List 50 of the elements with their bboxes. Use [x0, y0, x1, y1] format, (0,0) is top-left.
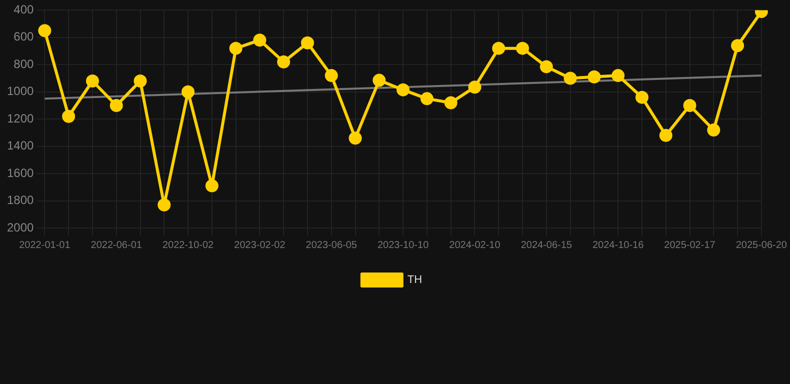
point: [205, 179, 218, 192]
point: [516, 42, 530, 55]
x-tick-label: 2024-06-15: [520, 240, 572, 251]
point: [540, 60, 553, 74]
x-tick-label: 2022-06-01: [90, 240, 142, 251]
y-tick-label: 1200: [6, 111, 34, 126]
x-tick-label: 2023-10-10: [377, 240, 430, 251]
y-tick-label: 1800: [6, 193, 34, 208]
point: [134, 74, 147, 88]
point: [300, 36, 314, 50]
point: [277, 55, 290, 68]
point: [588, 70, 601, 84]
point: [372, 74, 386, 87]
point: [707, 123, 720, 136]
point: [110, 98, 123, 112]
x-tick-label: 2024-10-16: [592, 240, 644, 251]
x-tick-label: 2025-06-20: [736, 240, 788, 251]
y-tick-label: 400: [14, 2, 34, 17]
legend-label: TH: [407, 274, 422, 286]
y-tick-label: 800: [14, 56, 34, 71]
point: [492, 42, 506, 55]
point: [182, 85, 195, 98]
point: [612, 69, 625, 82]
point: [444, 96, 458, 110]
point: [86, 74, 99, 88]
point: [348, 132, 362, 145]
x-tick-label: 2022-01-01: [19, 240, 71, 251]
point: [420, 92, 434, 106]
y-tick-label: 1400: [6, 138, 34, 153]
y-tick-label: 600: [14, 30, 34, 44]
point: [396, 83, 410, 96]
point: [731, 39, 744, 52]
point: [253, 34, 266, 47]
point: [683, 98, 696, 112]
point: [468, 80, 482, 94]
point: [659, 128, 672, 142]
point: [635, 90, 648, 104]
point: [229, 42, 242, 55]
point: [324, 69, 338, 82]
x-tick-label: 2023-02-02: [234, 240, 286, 251]
x-tick-label: 2022-10-02: [162, 240, 214, 251]
x-tick-label: 2025-02-17: [664, 240, 716, 251]
y-tick-label: 2000: [6, 220, 34, 234]
point: [62, 110, 76, 123]
x-tick-label: 2024-02-10: [449, 240, 501, 251]
x-tick-label: 2023-06-05: [306, 240, 358, 251]
y-tick-label: 1000: [6, 84, 34, 98]
y-tick-label: 1600: [6, 166, 34, 180]
point: [564, 72, 577, 85]
point: [158, 198, 171, 212]
